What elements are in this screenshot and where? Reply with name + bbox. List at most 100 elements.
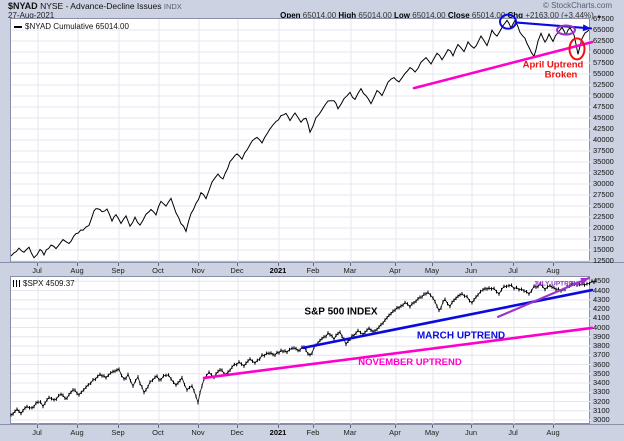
y-tick-label: 4100 bbox=[593, 313, 610, 323]
x-tick-mark bbox=[237, 425, 238, 428]
y-tick-label: 30000 bbox=[593, 179, 614, 188]
x-tick-mark bbox=[395, 425, 396, 428]
x-tick-label: Feb bbox=[306, 266, 320, 275]
y-tick-label: 3400 bbox=[593, 378, 610, 387]
march-uptrend-label: MARCH UPTREND bbox=[417, 330, 505, 341]
x-tick-mark bbox=[471, 425, 472, 428]
exchange-tag: INDX bbox=[163, 2, 182, 11]
y-tick-label: 4500 bbox=[593, 276, 610, 286]
x-tick-label: Jul bbox=[32, 428, 42, 437]
spx-price-bars bbox=[10, 278, 597, 417]
nyad-price-series bbox=[10, 19, 590, 259]
symbol: $NYAD bbox=[8, 1, 38, 11]
x-tick-label: 2021 bbox=[269, 266, 287, 275]
copyright: © StockCharts.com bbox=[542, 1, 612, 10]
blue-arrow-line bbox=[515, 21, 593, 30]
x-tick-mark bbox=[118, 425, 119, 428]
chart-date: 27-Aug-2021 bbox=[8, 11, 55, 20]
x-tick-mark bbox=[158, 263, 159, 266]
chg-label: Chg bbox=[507, 11, 524, 20]
nyad-plot-area: April Uptrend Broken bbox=[10, 13, 594, 263]
x-tick-label: Mar bbox=[343, 428, 357, 437]
y-tick-label: 57500 bbox=[593, 58, 614, 67]
quote-row: Open 65014.00 High 65014.00 Low 65014.00… bbox=[280, 11, 602, 20]
chg-value: +2163.00 (+3.44%) bbox=[525, 11, 594, 20]
y-tick-label: 37500 bbox=[593, 146, 614, 155]
y-tick-label: 22500 bbox=[593, 212, 614, 222]
y-tick-label: 27500 bbox=[593, 190, 614, 199]
x-tick-mark bbox=[553, 263, 554, 266]
close-label: Close bbox=[447, 11, 470, 20]
chart-header: $NYAD NYSE - Advance-Decline Issues INDX bbox=[8, 1, 618, 12]
up-triangle-icon: ▲ bbox=[596, 14, 602, 20]
y-tick-label: 55000 bbox=[593, 69, 614, 78]
x-tick-label: Aug bbox=[70, 266, 84, 275]
x-tick-mark bbox=[278, 425, 279, 428]
x-tick-label: Aug bbox=[546, 428, 560, 437]
november-uptrend-line bbox=[202, 326, 594, 380]
x-tick-label: Oct bbox=[152, 428, 164, 437]
y-tick-label: 3100 bbox=[593, 405, 610, 415]
april-uptrend-broken-label-2: Broken bbox=[545, 69, 578, 80]
red-break-ellipse bbox=[568, 37, 586, 61]
y-tick-label: 3500 bbox=[593, 368, 610, 378]
x-tick-mark bbox=[432, 263, 433, 266]
x-tick-mark bbox=[513, 263, 514, 266]
open-value: 65014.00 bbox=[302, 11, 337, 20]
low-label: Low bbox=[394, 11, 411, 20]
y-tick-label: 15000 bbox=[593, 245, 614, 255]
april-uptrend-broken-label-1: April Uptrend bbox=[523, 59, 584, 70]
x-tick-label: 2021 bbox=[269, 428, 287, 437]
spx-x-axis: Jul Aug Sep Oct Nov Dec 2021 Feb Mar Apr May Jun Jul… bbox=[0, 424, 624, 441]
x-tick-label: Oct bbox=[152, 266, 164, 275]
x-tick-label: Sep bbox=[111, 266, 125, 275]
y-tick-label: 42500 bbox=[593, 124, 614, 133]
x-tick-label: Dec bbox=[230, 266, 244, 275]
y-tick-label: 65000 bbox=[593, 25, 614, 34]
november-uptrend-label: NOVEMBER UPTREND bbox=[358, 357, 462, 368]
x-tick-label: Aug bbox=[546, 266, 560, 275]
x-tick-mark bbox=[313, 263, 314, 266]
spx-plot-area: S&P 500 INDEX MARCH UPTREND NOVEMBER UPTRE… bbox=[10, 276, 597, 425]
chart-canvas-1: S&P 500 INDEX MARCH UPTREND NOVEMBER UPTRE… bbox=[10, 276, 597, 425]
x-tick-label: Dec bbox=[230, 428, 244, 437]
x-tick-mark bbox=[37, 263, 38, 266]
x-tick-mark bbox=[395, 263, 396, 266]
y-tick-label: 20000 bbox=[593, 223, 614, 233]
y-tick-label: 45000 bbox=[593, 113, 614, 122]
april-uptrend-line bbox=[412, 40, 594, 90]
y-tick-label: 4200 bbox=[593, 304, 610, 313]
y-tick-label: 3300 bbox=[593, 387, 610, 397]
x-tick-mark bbox=[77, 425, 78, 428]
y-tick-label: 32500 bbox=[593, 168, 614, 177]
july-uptrend-label: JULY UPTREND bbox=[533, 280, 582, 287]
y-tick-label: 4000 bbox=[593, 322, 610, 332]
july-uptrend-line bbox=[496, 276, 591, 318]
y-tick-label: 52500 bbox=[593, 80, 614, 89]
x-tick-label: Feb bbox=[306, 428, 320, 437]
y-tick-label: 60000 bbox=[593, 47, 614, 56]
x-tick-mark bbox=[278, 263, 279, 266]
x-tick-mark bbox=[37, 425, 38, 428]
purple-doubletop-ellipse bbox=[556, 24, 576, 36]
y-tick-label: 12500 bbox=[593, 256, 614, 266]
y-tick-label: 3700 bbox=[593, 350, 610, 360]
x-tick-label: May bbox=[424, 428, 440, 437]
y-tick-label: 4400 bbox=[593, 285, 610, 295]
spx-legend: $SPX 4509.37 bbox=[13, 279, 75, 288]
y-tick-label: 3800 bbox=[593, 341, 610, 350]
x-tick-mark bbox=[471, 263, 472, 266]
x-tick-mark bbox=[198, 425, 199, 428]
spx-title-label: S&P 500 INDEX bbox=[304, 306, 378, 317]
y-tick-label: 35000 bbox=[593, 157, 614, 166]
x-tick-label: Jul bbox=[32, 266, 42, 275]
y-tick-label: 3600 bbox=[593, 359, 610, 369]
blue-peak-ellipse bbox=[499, 13, 517, 30]
y-tick-label: 3000 bbox=[593, 415, 610, 424]
nyad-x-axis: Jul Aug Sep Oct Nov Dec 2021 Feb Mar Apr May Jun Jul… bbox=[0, 262, 624, 277]
x-tick-mark bbox=[350, 425, 351, 428]
x-tick-mark bbox=[432, 425, 433, 428]
y-tick-label: 50000 bbox=[593, 91, 614, 100]
y-tick-label: 3900 bbox=[593, 331, 610, 341]
